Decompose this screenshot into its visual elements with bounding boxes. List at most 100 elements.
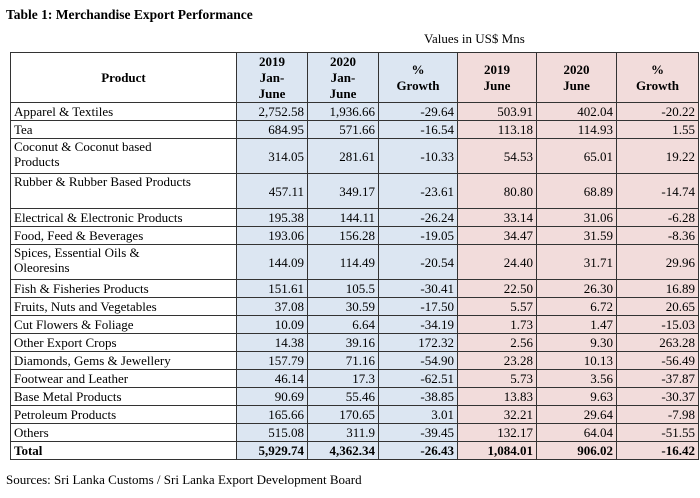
- table-row: Footwear and Leather 46.14 17.3 -62.51 5.73 3…: [10, 369, 699, 388]
- cell-growth-june: 263.28: [616, 333, 699, 352]
- cell-2019-june: 24.40: [457, 244, 537, 280]
- cell-2019-june: 80.80: [457, 173, 537, 209]
- cell-2019-june: 2.56: [457, 333, 537, 352]
- header-row: Product 2019 Jan- June 2020 Jan- June % Growt…: [10, 52, 699, 103]
- cell-2020-jan-june: 571.66: [307, 120, 379, 139]
- cell-2020-jan-june: 170.65: [307, 405, 379, 424]
- cell-2019-june: 5.73: [457, 369, 537, 388]
- cell-growth-jan-june: -30.41: [378, 279, 458, 298]
- total-label: Total: [10, 441, 237, 460]
- cell-2020-jan-june: 144.11: [307, 208, 379, 227]
- cell-2020-jan-june: 30.59: [307, 297, 379, 316]
- header-2019-jan-june: 2019 Jan- June: [236, 52, 308, 103]
- table-row: Other Export Crops 14.38 39.16 172.32 2.56 9.…: [10, 333, 699, 352]
- cell-2019-jan-june: 165.66: [236, 405, 308, 424]
- cell-growth-jan-june: -16.54: [378, 120, 458, 139]
- total-growth-jan-june: -26.43: [378, 441, 458, 460]
- cell-2020-june: 68.89: [536, 173, 617, 209]
- table-title: Table 1: Merchandise Export Performance: [6, 7, 253, 22]
- cell-2020-june: 65.01: [536, 138, 617, 174]
- cell-2019-jan-june: 37.08: [236, 297, 308, 316]
- cell-growth-june: -37.87: [616, 369, 699, 388]
- product-name: Petroleum Products: [10, 405, 237, 424]
- cell-2020-june: 26.30: [536, 279, 617, 298]
- cell-2020-jan-june: 6.64: [307, 315, 379, 334]
- product-name: Rubber & Rubber Based Products: [10, 173, 237, 209]
- cell-2020-june: 3.56: [536, 369, 617, 388]
- table-row: Fish & Fisheries Products 151.61 105.5 -30.…: [10, 279, 699, 298]
- header-2019-june: 2019 June: [457, 52, 537, 103]
- cell-growth-june: -8.36: [616, 226, 699, 245]
- cell-2019-june: 22.50: [457, 279, 537, 298]
- cell-growth-jan-june: 172.32: [378, 333, 458, 352]
- cell-2020-june: 64.04: [536, 423, 617, 442]
- product-name: Coconut & Coconut based Products: [10, 138, 237, 174]
- cell-growth-jan-june: -54.90: [378, 351, 458, 370]
- cell-2019-jan-june: 10.09: [236, 315, 308, 334]
- cell-2020-june: 29.64: [536, 405, 617, 424]
- cell-growth-jan-june: -10.33: [378, 138, 458, 174]
- cell-2020-jan-june: 311.9: [307, 423, 379, 442]
- cell-2019-jan-june: 195.38: [236, 208, 308, 227]
- cell-2019-june: 5.57: [457, 297, 537, 316]
- total-2020-jan-june: 4,362.34: [307, 441, 379, 460]
- cell-2020-jan-june: 1,936.66: [307, 102, 379, 121]
- header-growth-jan-june: % Growth: [378, 52, 458, 103]
- cell-growth-jan-june: -26.24: [378, 208, 458, 227]
- cell-2020-jan-june: 71.16: [307, 351, 379, 370]
- total-row: Total 5,929.74 4,362.34 -26.43 1,084.01 …: [10, 441, 699, 460]
- cell-2020-june: 31.59: [536, 226, 617, 245]
- table-body: Apparel & Textiles 2,752.58 1,936.66 -29.64…: [10, 102, 699, 460]
- header-growth-june: % Growth: [616, 52, 699, 103]
- cell-2019-jan-june: 314.05: [236, 138, 308, 174]
- product-name: Base Metal Products: [10, 387, 237, 406]
- cell-growth-jan-june: 3.01: [378, 405, 458, 424]
- export-performance-table: Product 2019 Jan- June 2020 Jan- June % Growt…: [10, 52, 699, 460]
- cell-growth-june: 16.89: [616, 279, 699, 298]
- table-row: Diamonds, Gems & Jewellery 157.79 71.16 -54…: [10, 351, 699, 370]
- cell-2020-jan-june: 105.5: [307, 279, 379, 298]
- product-name: Electrical & Electronic Products: [10, 208, 237, 227]
- cell-growth-june: 19.22: [616, 138, 699, 174]
- cell-growth-jan-june: -39.45: [378, 423, 458, 442]
- cell-growth-june: -30.37: [616, 387, 699, 406]
- product-name: Footwear and Leather: [10, 369, 237, 388]
- product-name: Others: [10, 423, 237, 442]
- cell-growth-june: -51.55: [616, 423, 699, 442]
- table-row: Base Metal Products 90.69 55.46 -38.85 13.83…: [10, 387, 699, 406]
- cell-2020-june: 1.47: [536, 315, 617, 334]
- table-row: Rubber & Rubber Based Products 457.11 349.…: [10, 173, 699, 209]
- product-name: Diamonds, Gems & Jewellery: [10, 351, 237, 370]
- cell-2020-june: 9.30: [536, 333, 617, 352]
- cell-2020-jan-june: 39.16: [307, 333, 379, 352]
- table-row: Coconut & Coconut based Products 314.05 281…: [10, 138, 699, 174]
- units-note: Values in US$ Mns: [424, 31, 525, 46]
- cell-2020-jan-june: 349.17: [307, 173, 379, 209]
- cell-growth-jan-june: -29.64: [378, 102, 458, 121]
- header-product: Product: [10, 52, 237, 103]
- cell-2019-june: 23.28: [457, 351, 537, 370]
- cell-2019-jan-june: 90.69: [236, 387, 308, 406]
- product-name: Spices, Essential Oils & Oleoresins: [10, 244, 237, 280]
- cell-2020-june: 402.04: [536, 102, 617, 121]
- total-growth-june: -16.42: [616, 441, 699, 460]
- cell-2020-june: 10.13: [536, 351, 617, 370]
- product-name: Other Export Crops: [10, 333, 237, 352]
- cell-2019-jan-june: 684.95: [236, 120, 308, 139]
- total-2019-june: 1,084.01: [457, 441, 537, 460]
- cell-growth-june: 29.96: [616, 244, 699, 280]
- source-note: Sources: Sri Lanka Customs / Sri Lanka E…: [6, 472, 362, 487]
- header-2020-june: 2020 June: [536, 52, 617, 103]
- cell-growth-june: 1.55: [616, 120, 699, 139]
- product-name: Fish & Fisheries Products: [10, 279, 237, 298]
- cell-2019-june: 132.17: [457, 423, 537, 442]
- cell-2019-june: 113.18: [457, 120, 537, 139]
- cell-2019-jan-june: 193.06: [236, 226, 308, 245]
- cell-growth-jan-june: -17.50: [378, 297, 458, 316]
- cell-2019-jan-june: 14.38: [236, 333, 308, 352]
- table-row: Others 515.08 311.9 -39.45 132.17 64.04 -51.55: [10, 423, 699, 442]
- cell-2019-june: 33.14: [457, 208, 537, 227]
- cell-2020-jan-june: 156.28: [307, 226, 379, 245]
- cell-growth-june: -14.74: [616, 173, 699, 209]
- product-name: Cut Flowers & Foliage: [10, 315, 237, 334]
